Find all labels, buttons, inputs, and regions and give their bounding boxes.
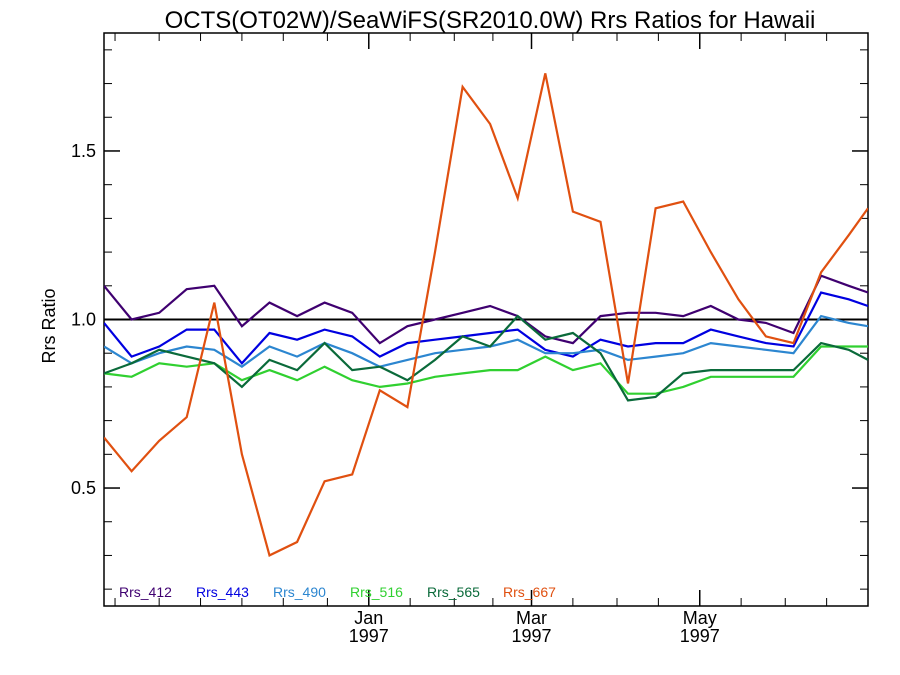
x-tick-label-month: May (683, 608, 717, 628)
series-line-rrs-667 (104, 73, 868, 557)
x-tick-label-year: 1997 (349, 626, 389, 646)
legend-item-rrs-443: Rrs_443 (196, 584, 249, 600)
y-axis-label: Rrs Ratio (39, 288, 59, 363)
series-line-rrs-443 (104, 291, 868, 365)
series-line-rrs-412 (104, 274, 868, 345)
legend-item-rrs-667: Rrs_667 (503, 584, 556, 600)
legend-item-rrs-516: Rrs_516 (350, 584, 403, 600)
x-tick-label-month: Jan (354, 608, 383, 628)
series-line-rrs-565 (104, 314, 868, 402)
series-line-rrs-516 (104, 345, 868, 395)
legend-item-rrs-490: Rrs_490 (273, 584, 326, 600)
y-tick-label: 0.5 (71, 478, 96, 498)
y-tick-label: 1.5 (71, 141, 96, 161)
chart-title: OCTS(OT02W)/SeaWiFS(SR2010.0W) Rrs Ratio… (165, 7, 816, 34)
series-lines (104, 73, 868, 557)
legend-item-rrs-565: Rrs_565 (427, 584, 480, 600)
legend: Rrs_412 Rrs_443 Rrs_490 Rrs_516 Rrs_565 Rrs_6… (119, 584, 556, 600)
x-tick-label-month: Mar (516, 608, 547, 628)
legend-item-rrs-412: Rrs_412 (119, 584, 172, 600)
x-tick-label-year: 1997 (680, 626, 720, 646)
x-tick-label-year: 1997 (511, 626, 551, 646)
y-tick-label: 1.0 (71, 310, 96, 330)
